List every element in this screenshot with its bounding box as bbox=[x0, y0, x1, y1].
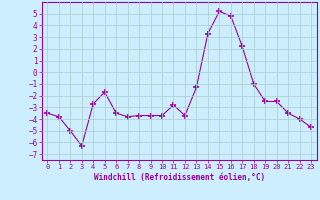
X-axis label: Windchill (Refroidissement éolien,°C): Windchill (Refroidissement éolien,°C) bbox=[94, 173, 265, 182]
